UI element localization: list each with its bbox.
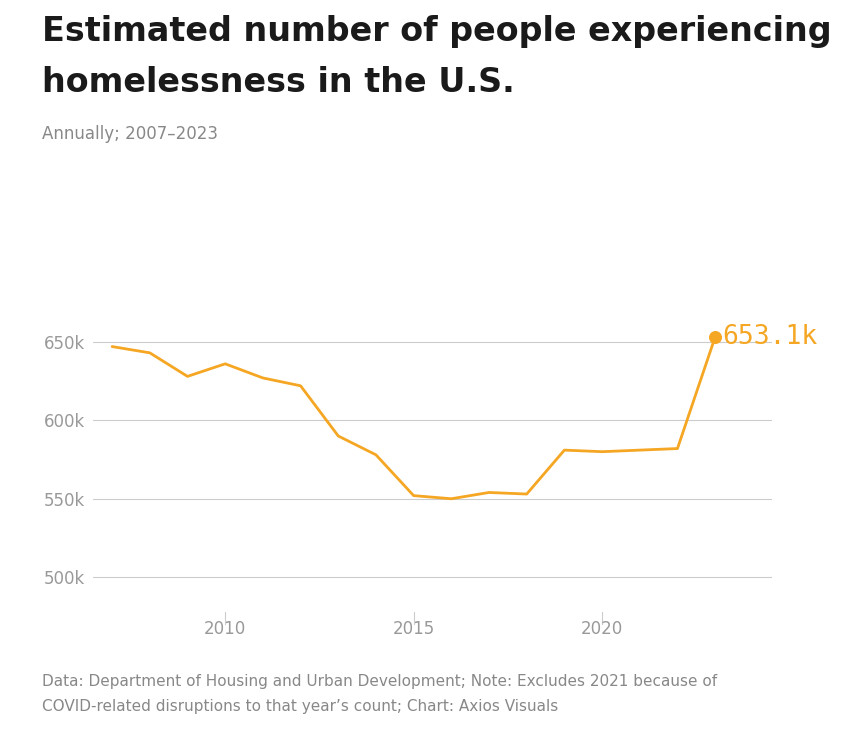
Point [708, 331, 722, 343]
Text: Estimated number of people experiencing: Estimated number of people experiencing [42, 15, 832, 48]
Text: homelessness in the U.S.: homelessness in the U.S. [42, 66, 515, 99]
Text: Data: Department of Housing and Urban Development; Note: Excludes 2021 because o: Data: Department of Housing and Urban De… [42, 674, 717, 714]
Text: 653.1k: 653.1k [722, 324, 818, 350]
Text: Annually; 2007–2023: Annually; 2007–2023 [42, 125, 219, 143]
